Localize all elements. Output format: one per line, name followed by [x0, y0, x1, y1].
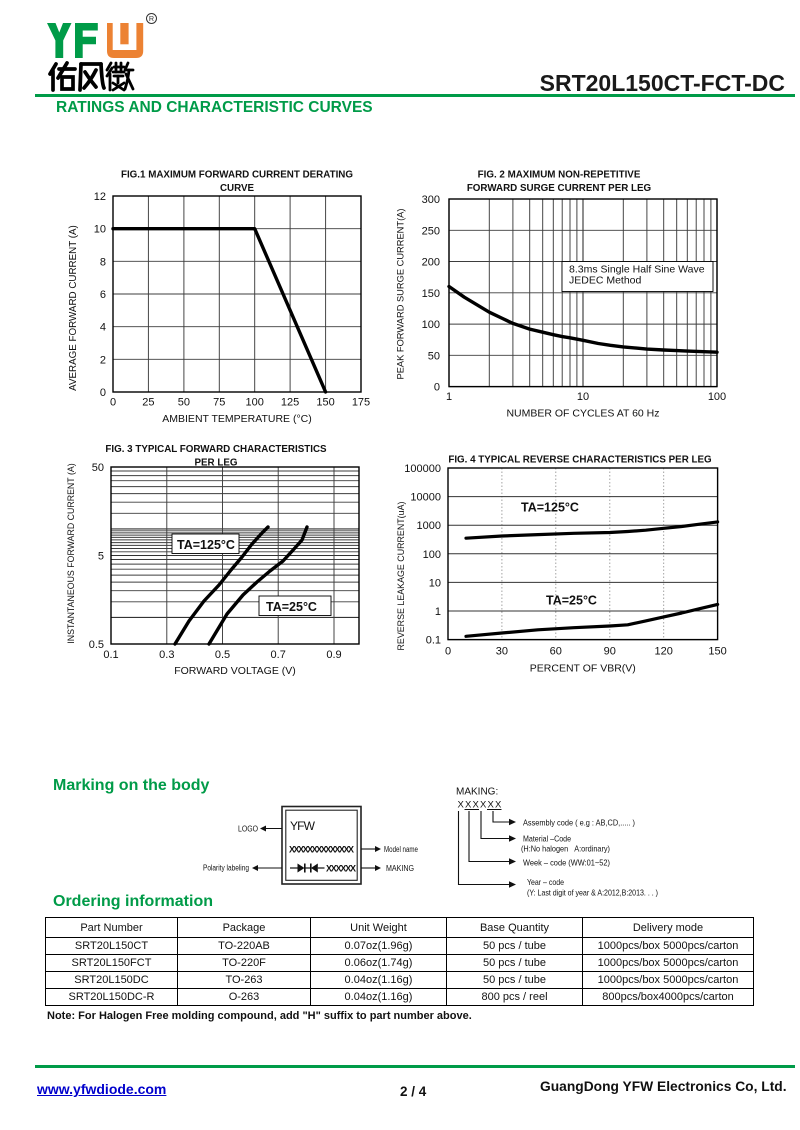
svg-text:5: 5: [98, 551, 104, 563]
svg-text:175: 175: [352, 397, 370, 409]
svg-text:FIG. 2 MAXIMUM NON-REPETITIVE: FIG. 2 MAXIMUM NON-REPETITIVE: [478, 170, 641, 181]
svg-text:(Y: Last digit of year & A:201: (Y: Last digit of year & A:2012,B:2013. …: [527, 888, 658, 898]
svg-text:10: 10: [429, 577, 441, 589]
svg-text:8: 8: [100, 256, 106, 268]
svg-text:300: 300: [422, 194, 440, 206]
svg-text:TA=125°C: TA=125°C: [177, 538, 235, 552]
svg-text:50: 50: [92, 462, 104, 474]
svg-text:FORWARD SURGE CURRENT PER LEG: FORWARD SURGE CURRENT PER LEG: [467, 183, 652, 194]
svg-text:0.5: 0.5: [215, 649, 230, 661]
svg-text:REVERSE LEAKAGE CURRENT(uA): REVERSE LEAKAGE CURRENT(uA): [396, 501, 406, 650]
svg-text:150: 150: [422, 288, 440, 300]
svg-text:0.5: 0.5: [89, 639, 104, 651]
svg-text:125: 125: [281, 397, 299, 409]
svg-text:12: 12: [94, 191, 106, 203]
svg-text:X: X: [480, 800, 487, 811]
svg-text:10000: 10000: [410, 492, 441, 504]
svg-text:1000: 1000: [417, 520, 441, 532]
svg-text:50: 50: [428, 350, 440, 362]
svg-text:PERCENT OF VBR(V): PERCENT OF VBR(V): [530, 663, 636, 675]
svg-text:X: X: [473, 800, 480, 811]
svg-text:PER LEG: PER LEG: [194, 458, 237, 469]
svg-text:FIG.1 MAXIMUM FORWARD CURRENT: FIG.1 MAXIMUM FORWARD CURRENT DERATING: [121, 170, 353, 181]
svg-text:0.1: 0.1: [426, 635, 441, 647]
svg-text:Model name: Model name: [384, 845, 418, 854]
svg-text:0: 0: [434, 382, 440, 394]
svg-text:XXXXXX: XXXXXX: [326, 864, 356, 874]
svg-text:0.7: 0.7: [271, 649, 286, 661]
svg-text:Assembly code ( e.g : AB,CD,..: Assembly code ( e.g : AB,CD,..... ): [523, 818, 635, 828]
svg-text:Week – code (WW:01~52): Week – code (WW:01~52): [523, 858, 610, 868]
svg-text:AMBIENT TEMPERATURE (°C): AMBIENT TEMPERATURE (°C): [162, 413, 311, 425]
svg-text:120: 120: [655, 646, 673, 658]
svg-text:100: 100: [423, 549, 441, 561]
svg-text:100000: 100000: [404, 463, 441, 475]
svg-text:75: 75: [213, 397, 225, 409]
svg-text:0: 0: [445, 646, 451, 658]
svg-text:X: X: [465, 800, 472, 811]
svg-text:0.1: 0.1: [103, 649, 118, 661]
svg-text:TA=25°C: TA=25°C: [266, 600, 317, 614]
svg-text:6: 6: [100, 289, 106, 301]
svg-text:JEDEC Method: JEDEC Method: [569, 275, 642, 287]
svg-text:Polarity labeling: Polarity labeling: [203, 864, 249, 873]
svg-text:FIG. 4 TYPICAL REVERSE CHARACT: FIG. 4 TYPICAL REVERSE CHARACTERISTICS P…: [448, 455, 712, 466]
svg-text:XXXXXXXXXXXXXX: XXXXXXXXXXXXXX: [289, 845, 354, 855]
svg-text:X: X: [488, 800, 495, 811]
svg-text:100: 100: [422, 319, 440, 331]
svg-text:LOGO: LOGO: [238, 825, 258, 834]
svg-text:0: 0: [100, 387, 106, 399]
svg-text:MAKING: MAKING: [386, 864, 414, 873]
svg-text:10: 10: [94, 224, 106, 236]
svg-text:MAKING:: MAKING:: [456, 787, 498, 798]
svg-text:250: 250: [422, 225, 440, 237]
svg-text:FORWARD VOLTAGE (V): FORWARD VOLTAGE (V): [174, 665, 296, 677]
svg-text:100: 100: [708, 391, 726, 403]
svg-text:50: 50: [178, 397, 190, 409]
svg-text:25: 25: [142, 397, 154, 409]
svg-text:150: 150: [708, 646, 726, 658]
svg-text:CURVE: CURVE: [220, 183, 255, 194]
svg-text:60: 60: [550, 646, 562, 658]
svg-text:R: R: [149, 14, 154, 23]
svg-text:(H:No halogen A:ordinary): (H:No halogen A:ordinary): [521, 844, 610, 854]
svg-text:30: 30: [496, 646, 508, 658]
svg-text:1: 1: [446, 391, 452, 403]
svg-text:200: 200: [422, 257, 440, 269]
svg-text:Material –Code: Material –Code: [523, 834, 571, 844]
svg-text:X: X: [495, 800, 502, 811]
svg-text:0.9: 0.9: [326, 649, 341, 661]
svg-text:NUMBER OF CYCLES AT 60 Hz: NUMBER OF CYCLES AT 60 Hz: [506, 408, 659, 420]
svg-text:TA=25°C: TA=25°C: [546, 594, 597, 608]
svg-text:8.3ms Single Half Sine Wave: 8.3ms Single Half Sine Wave: [569, 264, 705, 276]
svg-text:90: 90: [604, 646, 616, 658]
svg-text:X: X: [458, 800, 465, 811]
svg-text:100: 100: [246, 397, 264, 409]
svg-text:TA=125°C: TA=125°C: [521, 501, 579, 515]
svg-text:YFW: YFW: [290, 819, 316, 833]
svg-text:AVERAGE FORWARD CURRENT (A): AVERAGE FORWARD CURRENT (A): [68, 225, 79, 391]
svg-text:2: 2: [100, 354, 106, 366]
svg-text:0: 0: [110, 397, 116, 409]
svg-text:10: 10: [577, 391, 589, 403]
svg-text:FIG. 3 TYPICAL FORWARD CHARACT: FIG. 3 TYPICAL FORWARD CHARACTERISTICS: [105, 444, 327, 455]
svg-text:INSTANTANEOUS FORWARD CURRENT: INSTANTANEOUS FORWARD CURRENT (A): [66, 463, 76, 643]
svg-text:4: 4: [100, 322, 106, 334]
svg-text:Year – code: Year – code: [527, 877, 564, 887]
svg-text:0.3: 0.3: [159, 649, 174, 661]
svg-text:150: 150: [316, 397, 334, 409]
svg-text:PEAK FORWARD SURGE CURRENT(A): PEAK FORWARD SURGE CURRENT(A): [396, 209, 406, 380]
svg-text:1: 1: [435, 606, 441, 618]
